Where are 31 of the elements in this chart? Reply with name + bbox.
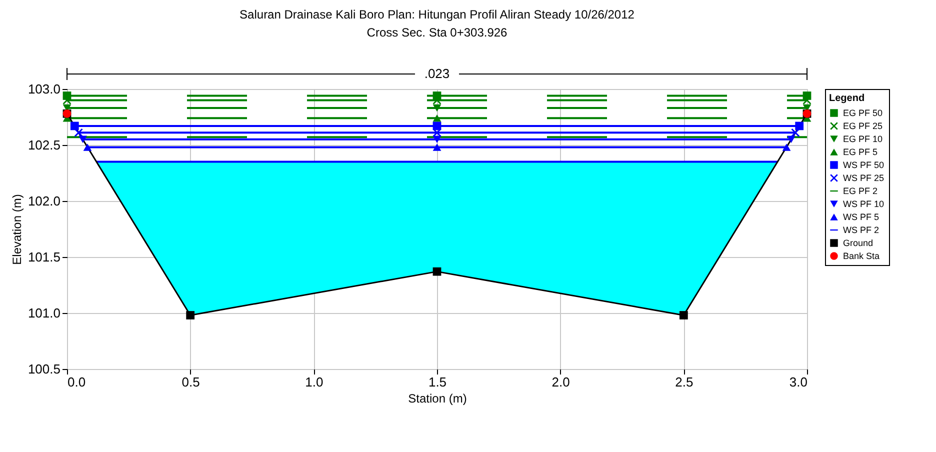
y-tick-label: 100.5 [28,362,60,376]
y-tick-label: 101.5 [28,250,60,264]
y-axis-title: Elevation (m) [10,194,24,265]
legend-label: WS PF 25 [843,173,884,183]
y-tick-label: 102.0 [28,194,60,208]
legend-label: EG PF 10 [843,134,883,144]
y-tick-label: 101.0 [28,306,60,320]
legend-label: EG PF 50 [843,108,883,118]
legend-label: Ground [843,238,874,248]
legend-label: EG PF 25 [843,121,883,131]
legend-label: WS PF 2 [843,225,880,235]
text: .023 [424,66,450,81]
legend-label: WS PF 10 [843,199,884,209]
x-tick-label: 1.5 [428,374,447,390]
legend-label: EG PF 2 [843,186,878,196]
chart-title: Saluran Drainase Kali Boro Plan: Hitungan Profil Aliran Steady 10/26/2012 [240,8,635,22]
legend-label: Bank Sta [843,251,880,261]
x-tick-label: 0.0 [68,374,86,390]
x-tick-label: 2.0 [552,374,570,390]
x-tick-label: 2.5 [675,374,694,390]
y-tick-label: 102.5 [28,138,60,152]
legend-title: Legend [829,93,865,104]
x-tick-label: 0.5 [182,374,200,390]
chart-subtitle: Cross Sec. Sta 0+303.926 [366,26,508,40]
legend-label: WS PF 5 [843,212,880,222]
y-tick-label: 103.0 [28,82,60,96]
legend-label: WS PF 50 [843,160,884,170]
x-axis-title: Station (m) [408,392,467,406]
x-tick-label: 3.0 [789,374,808,390]
legend-label: EG PF 5 [843,147,878,157]
x-tick-label: 1.0 [305,374,324,390]
